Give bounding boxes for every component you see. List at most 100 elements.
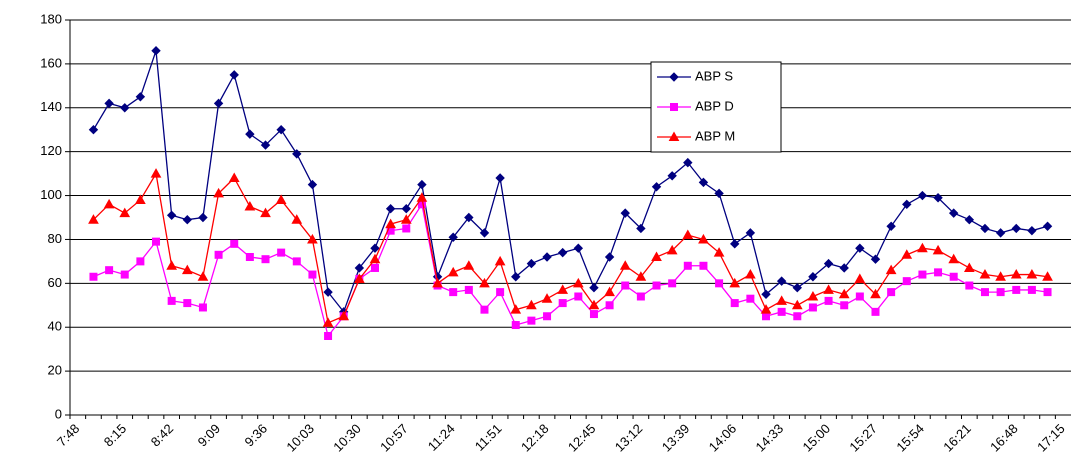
point	[214, 250, 223, 259]
x-tick-label: 9:36	[242, 421, 271, 450]
point	[776, 276, 787, 286]
point	[620, 208, 630, 218]
point	[635, 271, 647, 281]
y-tick-label: 120	[40, 143, 62, 158]
point	[89, 272, 98, 281]
point	[840, 301, 849, 310]
point	[166, 260, 178, 270]
point	[228, 172, 240, 182]
x-tick-label: 12:45	[565, 421, 599, 455]
point	[683, 157, 693, 168]
point	[370, 263, 379, 272]
point	[135, 92, 146, 102]
point	[541, 293, 553, 303]
point	[855, 292, 864, 301]
x-tick-label: 9:09	[195, 421, 224, 450]
point	[807, 290, 819, 301]
point	[292, 257, 301, 266]
x-tick-label: 15:27	[846, 421, 880, 455]
point	[573, 243, 584, 253]
point	[714, 188, 724, 199]
y-tick-label: 20	[48, 363, 62, 378]
y-tick-label: 180	[40, 11, 62, 26]
point	[901, 249, 913, 259]
point	[213, 187, 224, 198]
y-tick-label: 140	[40, 99, 62, 114]
point	[824, 296, 833, 305]
point	[119, 207, 131, 218]
point	[557, 247, 568, 258]
point	[572, 277, 584, 288]
point	[496, 288, 505, 297]
point	[385, 204, 396, 214]
point	[353, 273, 365, 283]
point	[885, 264, 897, 275]
point	[136, 257, 145, 266]
series-line	[93, 202, 1048, 338]
point	[762, 312, 771, 321]
point	[1042, 271, 1053, 281]
point	[338, 310, 350, 321]
point	[589, 310, 598, 319]
point	[385, 218, 396, 229]
point	[370, 243, 380, 253]
point	[870, 254, 881, 264]
point	[432, 277, 443, 288]
point	[902, 199, 912, 210]
point	[230, 239, 239, 248]
point	[823, 284, 834, 294]
point	[307, 179, 318, 190]
point	[839, 263, 849, 273]
point	[761, 289, 771, 300]
point	[307, 233, 318, 244]
point	[105, 266, 114, 275]
point	[870, 288, 881, 299]
point	[417, 179, 427, 190]
x-tick-label: 10:03	[283, 421, 317, 455]
point	[448, 232, 458, 242]
point	[1012, 285, 1021, 294]
point	[104, 98, 114, 109]
point	[120, 270, 129, 279]
point	[1026, 269, 1038, 279]
point	[979, 269, 991, 279]
x-tick-label: 10:57	[377, 421, 411, 455]
point	[965, 281, 974, 290]
y-tick-label: 40	[48, 319, 62, 334]
point	[323, 287, 333, 297]
point	[198, 303, 207, 312]
point	[948, 253, 960, 264]
point	[292, 149, 302, 159]
point	[511, 321, 520, 330]
point	[495, 173, 505, 183]
legend-label: ABP S	[695, 68, 733, 83]
point	[291, 214, 303, 224]
point	[995, 271, 1006, 281]
point	[729, 277, 741, 288]
point	[669, 72, 679, 82]
point	[933, 193, 943, 203]
point	[401, 204, 411, 214]
point	[103, 198, 115, 209]
point	[746, 294, 755, 303]
x-tick-label: 12:18	[518, 421, 552, 455]
point	[760, 304, 772, 314]
point	[261, 255, 270, 264]
point	[604, 286, 615, 297]
point	[668, 131, 680, 141]
x-tick-label: 11:51	[472, 421, 505, 454]
x-tick-label: 10:30	[330, 421, 364, 455]
point	[932, 244, 944, 255]
point	[479, 228, 490, 238]
point	[621, 281, 630, 290]
point	[652, 281, 661, 290]
point	[152, 237, 161, 246]
point	[980, 223, 990, 234]
point	[181, 264, 193, 275]
point	[479, 277, 490, 288]
point	[838, 288, 850, 299]
point	[1027, 285, 1036, 294]
point	[605, 301, 614, 310]
y-tick-label: 0	[55, 406, 62, 421]
point	[527, 316, 536, 325]
